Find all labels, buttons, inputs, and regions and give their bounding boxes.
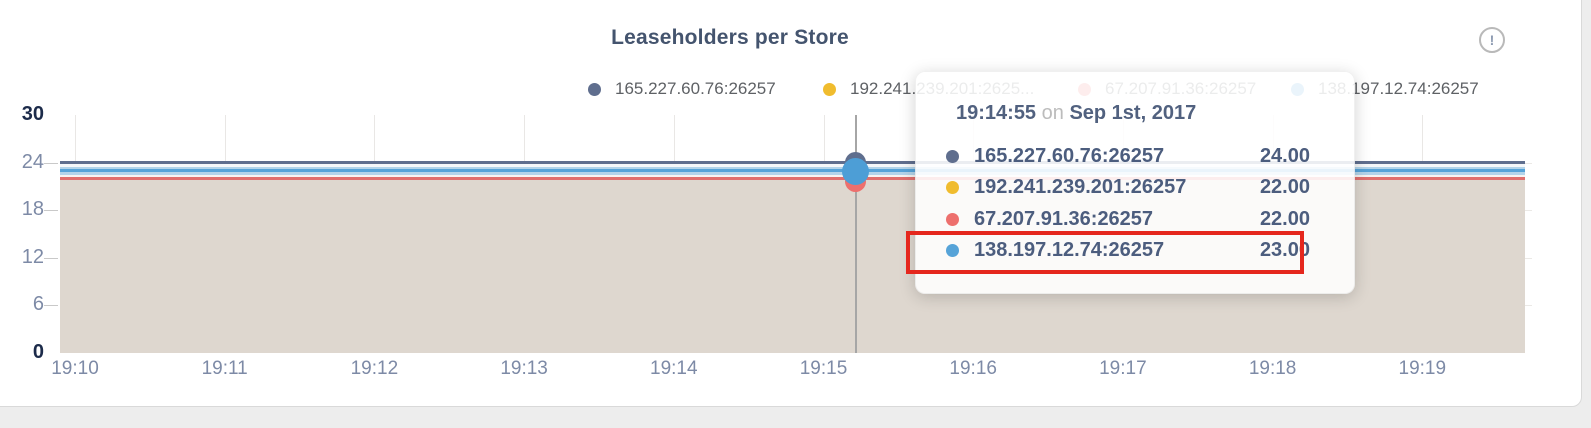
info-button[interactable]: ! [1479,27,1505,53]
y-axis-label: 18 [21,198,44,221]
y-axis-label: 0 [32,341,44,363]
tooltip-series-value: 22.00 [1259,207,1310,230]
tooltip-series-dot-icon [946,212,959,226]
hover-point-dot [841,157,869,185]
exclamation-icon: ! [1489,32,1495,48]
y-axis-label: 12 [21,245,44,268]
tooltip-series-dot-icon [946,149,959,163]
hover-tooltip: 19:14:55 on Sep 1st, 2017 165.227.60.76:… [915,71,1355,294]
tooltip-on-word: on [1041,102,1064,124]
tooltip-series-dot-icon [946,181,959,195]
tooltip-series-dot-icon [946,244,959,258]
tooltip-series-name: 138.197.12.74:26257 [974,239,1165,262]
x-axis-label: 19:15 [799,358,848,379]
tooltip-row: 67.207.91.36:26257 22.00 [946,203,1310,235]
tooltip-series-name: 192.241.239.201:26257 [974,176,1187,199]
series-line [60,177,1525,180]
tooltip-series-name: 67.207.91.36:26257 [974,207,1154,230]
x-axis-label: 19:11 [201,358,248,379]
legend-dot-icon [823,82,836,96]
chart-title: Leaseholders per Store [611,26,849,49]
y-axis-label: 30 [21,103,44,125]
x-axis-label: 19:13 [500,358,548,379]
x-axis-label: 19:17 [1099,358,1147,379]
y-axis-tick [44,305,58,307]
x-axis-label: 19:12 [350,358,399,379]
x-axis-label: 19:14 [650,358,698,379]
tooltip-row: 138.197.12.74:26257 23.00 [946,235,1310,267]
tooltip-series-value: 24.00 [1259,144,1310,167]
legend-label: 138.197.12.74:26257 [1318,79,1479,98]
tooltip-series-value: 22.00 [1259,176,1310,199]
y-axis-tick [44,210,58,212]
tooltip-timestamp: 19:14:55 on Sep 1st, 2017 [956,102,1196,125]
legend-item[interactable]: 165.227.60.76:26257 [588,79,776,99]
y-axis-label: 24 [21,150,44,173]
y-axis-tick [44,257,58,259]
x-axis-label: 19:19 [1398,358,1447,379]
tooltip-series-name: 165.227.60.76:26257 [974,144,1165,167]
hover-guideline [855,115,857,353]
x-axis-label: 19:18 [1248,358,1297,379]
y-axis-tick [44,162,58,164]
series-line [60,161,1525,164]
tooltip-date: Sep 1st, 2017 [1069,102,1197,124]
x-axis-label: 19:16 [949,358,997,379]
legend-label: 165.227.60.76:26257 [615,79,776,98]
legend-dot-icon [588,82,601,96]
tooltip-row: 192.241.239.201:26257 22.00 [946,172,1310,204]
y-axis-label: 6 [32,293,44,316]
tooltip-row: 165.227.60.76:26257 24.00 [946,140,1310,172]
highlight-rectangle [906,231,1304,274]
series-line [60,169,1525,172]
tooltip-time: 19:14:55 [956,102,1037,124]
area-band-24-23 [60,164,1525,168]
x-axis-label: 19:10 [51,358,99,379]
tooltip-series-value: 23.00 [1259,239,1310,262]
